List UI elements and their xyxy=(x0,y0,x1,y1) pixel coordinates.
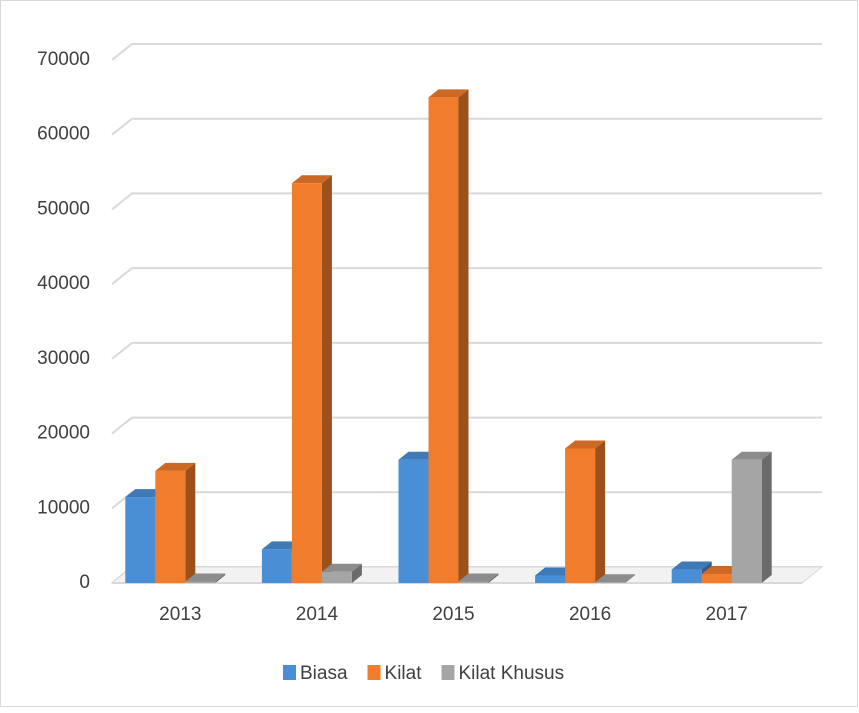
x-tick-label: 2013 xyxy=(159,604,201,625)
bar-top xyxy=(458,573,499,582)
y-tick-label: 40000 xyxy=(37,273,90,294)
bar-front xyxy=(731,459,762,583)
bar-top xyxy=(155,462,196,471)
legend-label: Kilat Khusus xyxy=(459,663,565,684)
y-tick-label: 10000 xyxy=(37,497,90,518)
bar-side xyxy=(595,440,606,583)
bar-front xyxy=(291,183,322,583)
bar-top xyxy=(321,563,362,572)
bar-side xyxy=(215,573,226,583)
bar-front xyxy=(458,581,489,583)
bar-front xyxy=(155,470,186,583)
bar-top xyxy=(595,574,636,583)
bar-front xyxy=(261,549,292,583)
bar-front xyxy=(595,582,626,583)
bar xyxy=(565,440,606,583)
bar-top xyxy=(291,175,332,184)
bar-side xyxy=(761,451,772,583)
x-tick-label: 2014 xyxy=(296,604,339,625)
legend-label: Biasa xyxy=(300,663,348,684)
grid-line xyxy=(111,416,822,435)
bar-front xyxy=(671,569,702,583)
y-tick-label: 60000 xyxy=(37,124,90,145)
bar-top xyxy=(731,451,772,460)
bar-front xyxy=(398,459,429,583)
x-tick-label: 2017 xyxy=(706,604,748,625)
bar-front xyxy=(321,571,352,583)
bar xyxy=(291,175,332,583)
x-tick-label: 2015 xyxy=(432,604,474,625)
grid-line xyxy=(111,267,822,285)
legend-swatch xyxy=(283,665,296,680)
bar-side xyxy=(458,89,469,583)
bar-side xyxy=(351,563,362,583)
y-tick-label: 70000 xyxy=(37,49,90,70)
y-tick-label: 30000 xyxy=(37,348,90,369)
bar-front xyxy=(428,97,459,583)
bar xyxy=(185,573,226,583)
bar-front xyxy=(701,574,732,583)
legend-swatch xyxy=(441,665,455,680)
x-tick-label: 2016 xyxy=(569,604,611,625)
grid-line xyxy=(111,117,822,136)
grid-line xyxy=(111,192,822,211)
bar-front xyxy=(535,575,566,583)
grid-line xyxy=(111,43,822,61)
bar-front xyxy=(125,497,156,583)
legend-label: Kilat xyxy=(385,663,423,684)
bar-top xyxy=(428,89,469,98)
bar xyxy=(595,574,636,583)
bar-side xyxy=(185,462,196,583)
bar xyxy=(458,573,499,583)
y-tick-label: 0 xyxy=(79,572,90,593)
y-tick-label: 20000 xyxy=(37,423,90,444)
legend-swatch xyxy=(367,665,381,680)
grid-line xyxy=(111,341,822,360)
bar xyxy=(321,563,362,583)
legend: Biasa Kilat Kilat Khusus xyxy=(283,663,564,684)
bar-top xyxy=(185,573,226,582)
bar-top xyxy=(671,561,712,570)
y-tick-label: 50000 xyxy=(37,198,90,219)
bar-top xyxy=(565,440,606,449)
bar xyxy=(155,462,196,583)
bar xyxy=(428,89,469,583)
bar xyxy=(731,451,772,583)
bar-front xyxy=(185,581,216,583)
bar-front xyxy=(565,448,596,583)
bar-side xyxy=(488,573,499,583)
bar-side xyxy=(625,574,636,583)
bar-side xyxy=(321,175,332,583)
